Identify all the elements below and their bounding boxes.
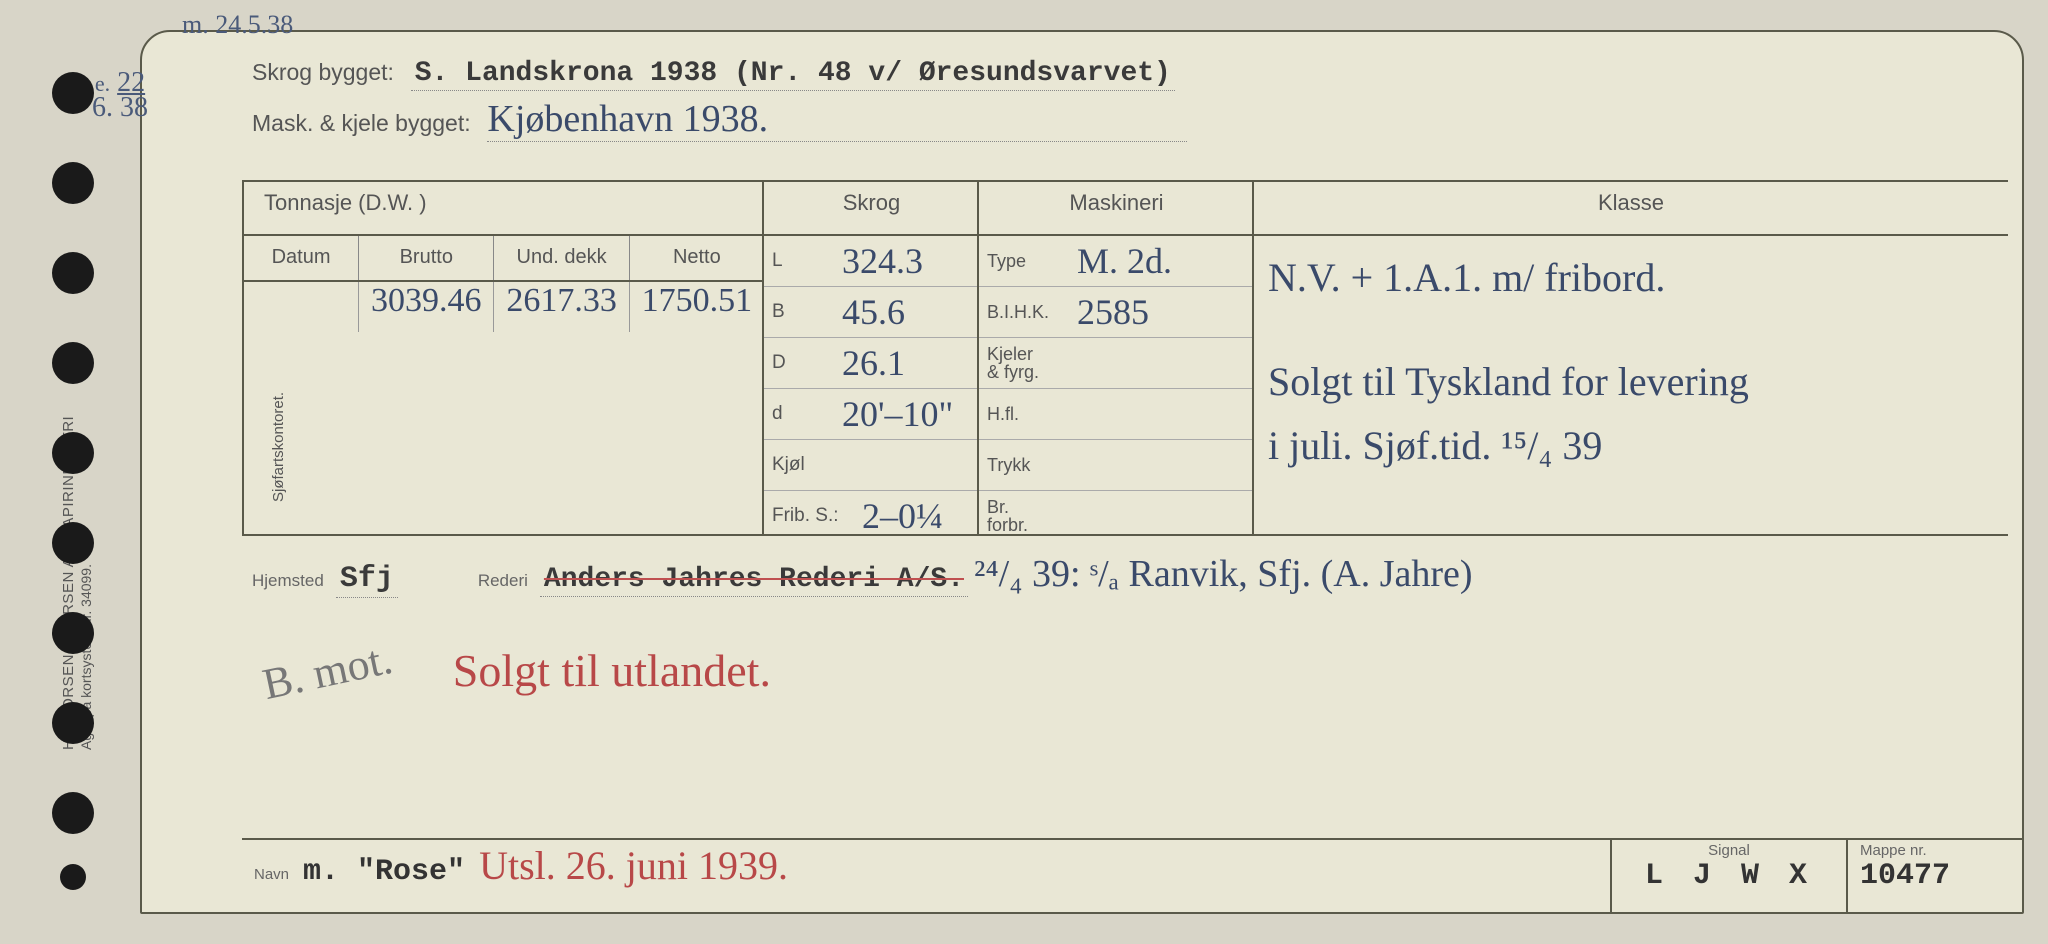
tonnasje-title: Tonnasje (D.W. ) (244, 182, 764, 236)
spec-grid: Tonnasje (D.W. ) Datum Brutto Und. dekk … (242, 180, 2008, 536)
val-bihk: 2585 (1077, 291, 1149, 333)
signal-value: L J W X (1624, 859, 1834, 893)
col-netto: Netto (630, 236, 764, 280)
lower-block: Hjemsted Sfj Rederi Anders Jahres Rederi… (242, 534, 2008, 707)
skrog-value: S. Landskrona 1938 (Nr. 48 v/ Øresundsva… (411, 58, 1175, 91)
klasse-line3: i juli. Sjøf.tid. ¹⁵/₄ 39 (1268, 414, 1994, 478)
punch-holes (52, 72, 94, 938)
klasse-line1: N.V. + 1.A.1. m/ fribord. (1268, 246, 1994, 310)
maskineri-column: Maskineri TypeM. 2d. B.I.H.K.2585 Kjeler… (977, 182, 1254, 534)
val-D: 26.1 (842, 342, 905, 384)
bottom-bar: Navn m. "Rose" Utsl. 26. juni 1939. Sign… (242, 838, 2022, 912)
header-block: Skrog bygget: S. Landskrona 1938 (Nr. 48… (142, 32, 2022, 160)
col-und: Und. dekk (494, 236, 629, 280)
maskineri-title: Maskineri (979, 182, 1254, 236)
cell-datum (244, 282, 359, 332)
klasse-line2: Solgt til Tyskland for levering (1268, 350, 1994, 414)
val-d: 20'–10" (842, 393, 953, 435)
hjemsted-value: Sfj (336, 562, 398, 598)
col-datum: Datum (244, 236, 359, 280)
cell-netto: 1750.51 (630, 282, 764, 332)
mappe-label: Mappe nr. (1860, 842, 2010, 859)
tonnasje-row: 3039.46 2617.33 1750.51 (244, 282, 764, 332)
signal-label: Signal (1624, 842, 1834, 859)
margin-note-top: m. 24.5.38 (182, 10, 293, 40)
val-frib: 2–0¼ (862, 495, 943, 537)
rederi-new: ²⁴/₄ 39: ˢ/ₐ Ranvik, Sfj. (A. Jahre) (974, 552, 1473, 596)
navn-label: Navn (254, 866, 289, 883)
navn-value: m. "Rose" (303, 855, 465, 889)
rederi-label: Rederi (478, 571, 528, 591)
skrog-title: Skrog (764, 182, 979, 236)
cell-und: 2617.33 (494, 282, 629, 332)
mask-label: Mask. & kjele bygget: (252, 110, 471, 136)
skrog-label: Skrog bygget: (252, 59, 394, 85)
navn-note: Utsl. 26. juni 1939. (479, 842, 788, 889)
mappe-value: 10477 (1860, 859, 2010, 893)
cell-brutto: 3039.46 (359, 282, 494, 332)
klasse-title: Klasse (1254, 182, 2008, 236)
hjemsted-label: Hjemsted (252, 571, 324, 591)
val-B: 45.6 (842, 291, 905, 333)
klasse-column: Klasse N.V. + 1.A.1. m/ fribord. Solgt t… (1252, 182, 2008, 534)
mask-value: Kjøbenhavn 1938. (487, 97, 1187, 142)
margin-note-side: e. 22 6. 38 (92, 70, 148, 120)
tonnasje-column: Tonnasje (D.W. ) Datum Brutto Und. dekk … (242, 182, 764, 534)
pencil-note: B. mot. (258, 633, 397, 710)
red-note: Solgt til utlandet. (453, 644, 771, 697)
skrog-column: Skrog L324.3 B45.6 D26.1 d20'–10" Kjøl F… (762, 182, 979, 534)
val-type: M. 2d. (1077, 240, 1172, 282)
col-brutto: Brutto (359, 236, 494, 280)
val-L: 324.3 (842, 240, 923, 282)
index-card: Sjøfartskontoret. m. 24.5.38 e. 22 6. 38… (140, 30, 2024, 914)
rederi-struck: Anders Jahres Rederi A/S. (540, 564, 968, 597)
